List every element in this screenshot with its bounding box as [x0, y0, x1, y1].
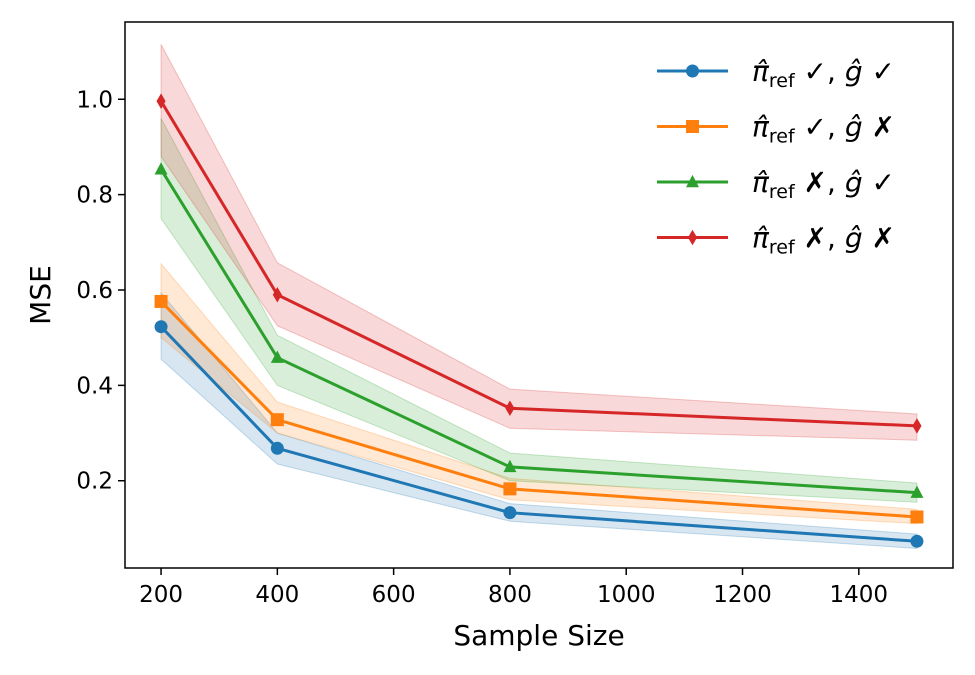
line-series-1	[159, 325, 918, 543]
legend-entry-1: π̂ref ✓, ĝ ✓	[657, 55, 895, 92]
point-series-3	[910, 485, 924, 498]
legend-label: π̂ref ✓, ĝ ✗	[752, 111, 895, 148]
line-series-2	[159, 300, 918, 519]
line-series-3	[159, 168, 918, 495]
point-series-4	[156, 93, 166, 109]
point-series-1	[270, 441, 284, 455]
point-series-4	[272, 286, 282, 303]
legend-entry-2: π̂ref ✓, ĝ ✗	[657, 111, 895, 148]
legend-marker	[686, 174, 699, 188]
x-tick-label: 400	[255, 582, 299, 608]
y-axis-label: MSE	[24, 265, 57, 325]
legend-entry-3: π̂ref ✗, ĝ ✓	[657, 166, 895, 203]
point-series-3	[154, 162, 168, 175]
point-series-2	[910, 510, 924, 524]
x-tick-label: 600	[372, 582, 416, 608]
y-axis: 0.2 0.4 0.6 0.8 1.0	[76, 87, 125, 495]
point-series-2	[154, 294, 168, 308]
series-lines	[159, 100, 918, 543]
x-axis: 200 400 600 800 1000 1200 1400	[139, 568, 888, 608]
x-tick-label: 200	[139, 582, 183, 608]
y-tick-label: 0.4	[76, 373, 113, 399]
x-tick-label: 1200	[713, 582, 772, 608]
x-tick-label: 800	[488, 582, 532, 608]
legend-label: π̂ref ✗, ĝ ✓	[752, 166, 895, 203]
confidence-bands	[160, 44, 918, 549]
point-series-2	[503, 482, 517, 496]
legend-entry-4: π̂ref ✗, ĝ ✗	[657, 222, 895, 259]
band-series-1	[160, 291, 918, 549]
x-axis-label: Sample Size	[453, 619, 624, 652]
point-series-4	[505, 400, 515, 417]
band-series-3	[160, 118, 918, 503]
legend: π̂ref ✓, ĝ ✓ π̂ref ✓, ĝ ✗ π̂ref ✗, ĝ ✓ π̂re…	[657, 55, 895, 259]
y-tick-label: 0.2	[76, 469, 113, 495]
point-series-3	[270, 350, 284, 363]
line-series-4	[159, 100, 918, 428]
legend-label: π̂ref ✓, ĝ ✓	[752, 55, 895, 92]
point-series-1	[503, 506, 517, 520]
legend-marker	[686, 64, 699, 78]
y-tick-label: 1.0	[76, 87, 113, 113]
legend-label: π̂ref ✗, ĝ ✗	[752, 222, 895, 259]
x-tick-label: 1400	[830, 582, 889, 608]
plot-frame	[124, 21, 954, 569]
y-tick-label: 0.8	[76, 183, 113, 209]
band-series-2	[160, 262, 918, 525]
series-markers	[154, 93, 924, 548]
point-series-3	[503, 459, 517, 473]
point-series-1	[910, 534, 924, 548]
point-series-4	[912, 418, 922, 434]
band-series-4	[160, 44, 918, 441]
x-tick-label: 1000	[597, 582, 656, 608]
y-tick-label: 0.6	[76, 278, 113, 304]
point-series-2	[270, 413, 284, 427]
legend-marker	[686, 120, 699, 133]
legend-marker	[687, 229, 698, 246]
point-series-1	[154, 320, 168, 334]
